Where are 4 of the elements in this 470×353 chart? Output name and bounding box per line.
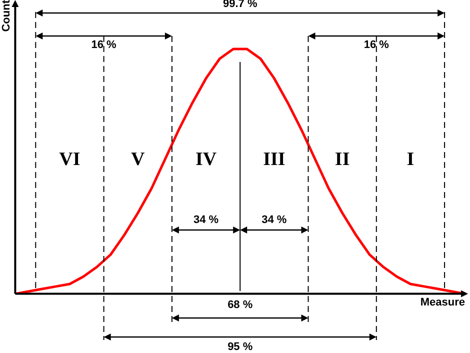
text: 68 % [228, 299, 253, 312]
x-axis-title: Measure [420, 296, 465, 308]
y-axis-title: Count [0, 0, 13, 32]
text: 95 % [228, 341, 253, 353]
